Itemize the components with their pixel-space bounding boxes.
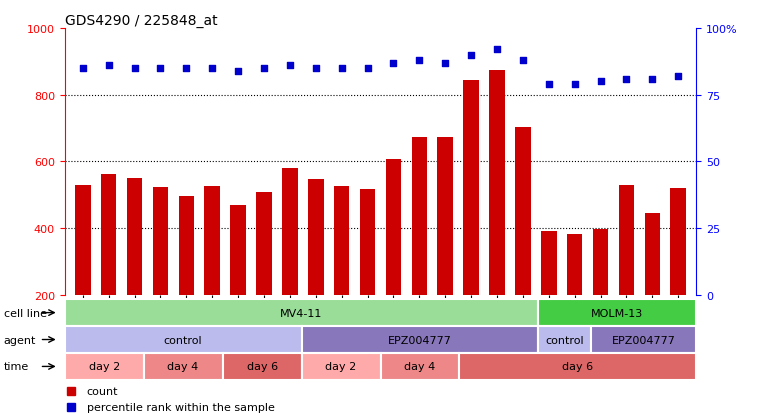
Bar — [65, 299, 539, 326]
Bar — [223, 353, 301, 380]
Point — [180, 66, 193, 72]
Bar — [231, 205, 246, 295]
Bar — [591, 326, 696, 353]
Point — [154, 66, 167, 72]
Bar — [101, 175, 116, 295]
Text: percentile rank within the sample: percentile rank within the sample — [87, 402, 275, 412]
Point — [594, 79, 607, 85]
Point — [387, 60, 400, 67]
Text: day 4: day 4 — [167, 361, 199, 372]
Bar — [65, 353, 144, 380]
Text: day 6: day 6 — [562, 361, 594, 372]
Text: EPZ004777: EPZ004777 — [612, 335, 676, 345]
Bar — [460, 353, 696, 380]
Text: MOLM-13: MOLM-13 — [591, 308, 644, 318]
Bar — [489, 71, 505, 295]
Bar — [567, 235, 582, 295]
Point — [543, 81, 555, 88]
Point — [672, 74, 684, 80]
Point — [439, 60, 451, 67]
Point — [129, 66, 141, 72]
Bar — [645, 213, 660, 295]
Bar — [75, 185, 91, 295]
Text: day 4: day 4 — [404, 361, 435, 372]
Bar — [127, 179, 142, 295]
Bar — [539, 299, 696, 326]
Text: day 2: day 2 — [326, 361, 357, 372]
Bar — [153, 187, 168, 295]
Text: agent: agent — [4, 335, 37, 345]
Bar — [539, 326, 591, 353]
Point — [646, 76, 658, 83]
Bar — [438, 138, 453, 295]
Point — [310, 66, 322, 72]
Point — [361, 66, 374, 72]
Bar — [301, 353, 380, 380]
Point — [336, 66, 348, 72]
Bar — [65, 326, 301, 353]
Text: MV4-11: MV4-11 — [280, 308, 323, 318]
Point — [517, 57, 529, 64]
Text: control: control — [164, 335, 202, 345]
Bar — [334, 186, 349, 295]
Bar — [256, 192, 272, 295]
Text: count: count — [87, 386, 118, 396]
Bar — [301, 326, 539, 353]
Text: time: time — [4, 361, 29, 372]
Bar — [386, 159, 401, 295]
Bar — [541, 231, 556, 295]
Point — [232, 68, 244, 75]
Point — [77, 66, 89, 72]
Bar — [515, 128, 530, 295]
Bar — [308, 180, 323, 295]
Bar — [179, 197, 194, 295]
Bar — [380, 353, 460, 380]
Text: EPZ004777: EPZ004777 — [388, 335, 452, 345]
Bar — [205, 186, 220, 295]
Text: day 6: day 6 — [247, 361, 278, 372]
Point — [413, 57, 425, 64]
Bar — [619, 185, 634, 295]
Bar — [144, 353, 223, 380]
Point — [465, 52, 477, 59]
Point — [206, 66, 218, 72]
Point — [284, 63, 296, 69]
Bar — [463, 81, 479, 295]
Point — [491, 47, 503, 54]
Bar — [282, 168, 298, 295]
Bar — [360, 190, 375, 295]
Text: day 2: day 2 — [88, 361, 119, 372]
Bar — [593, 230, 608, 295]
Bar — [412, 138, 427, 295]
Text: GDS4290 / 225848_at: GDS4290 / 225848_at — [65, 14, 218, 28]
Text: cell line: cell line — [4, 308, 47, 318]
Bar — [670, 188, 686, 295]
Point — [258, 66, 270, 72]
Point — [620, 76, 632, 83]
Point — [103, 63, 115, 69]
Text: control: control — [546, 335, 584, 345]
Point — [568, 81, 581, 88]
